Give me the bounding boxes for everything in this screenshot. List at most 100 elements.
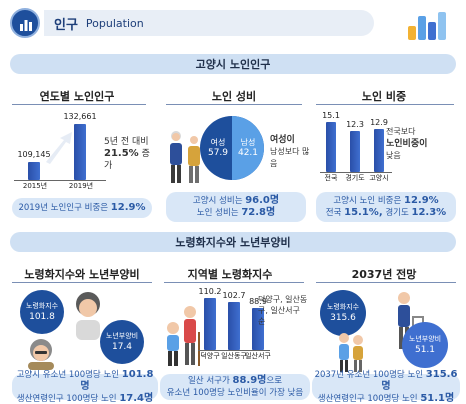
gender-box-line2-value: 72.8명: [241, 207, 276, 218]
yearly-box-value: 12.9%: [110, 202, 146, 213]
share-box-line2-value1: 15.1%,: [344, 207, 383, 218]
header-title-bar: 인구 Population: [44, 10, 374, 36]
yearly-value-2015: 109,145: [17, 150, 51, 159]
share-box-line2-text2: 경기도: [385, 208, 409, 218]
share-summary-box: 고양시 노인 비중은 12.9% 전국 15.1%, 경기도 12.3%: [316, 192, 456, 222]
regional-box-line1-suffix: 으로: [266, 376, 283, 386]
bar-label: 전국: [324, 174, 338, 182]
index-box-line1-value: 101.8명: [80, 369, 154, 392]
gender-female-label: 여성 57.9: [203, 133, 233, 163]
bar-label: 경기도: [345, 174, 365, 182]
yearly-label-2015: 2015년: [22, 182, 48, 190]
yearly-bar-2015: [28, 162, 40, 180]
gender-box-line1-value: 96.0명: [245, 195, 280, 206]
aging-index-value: 101.8: [29, 312, 55, 322]
gender-male-label: 남성 42.1: [233, 133, 263, 163]
gender-box-line2-text: 노인 성비는: [196, 208, 239, 218]
gender-title: 노인 성비: [211, 90, 257, 103]
index-summary-box: 고양시 유소년 100명당 노인 101.8명 생산연령인구 100명당 노인 …: [12, 369, 158, 404]
bar-label: 일산서구: [245, 352, 271, 360]
gender-divider: [166, 104, 302, 105]
population-icon: [10, 8, 40, 38]
aging-index-badge: 노령화지수 101.8: [20, 290, 64, 334]
yearly-title: 연도별 노인인구: [39, 90, 115, 103]
index-box-line1-text: 고양시 유소년 100명당 노인: [16, 370, 120, 380]
yearly-label-2019: 2019년: [68, 182, 94, 190]
bar-label: 고양시: [369, 174, 389, 182]
gender-box-line1-text: 고양시 성비는: [192, 196, 243, 206]
share-note: 전국보다 노인비중이 낮음: [386, 126, 456, 162]
forecast-support-label: 노년부양비: [408, 335, 442, 343]
bar-value: 110.2: [198, 287, 222, 296]
gender-note: 여성이 남성보다 많음: [270, 134, 310, 170]
decorative-bars-icon: [408, 10, 448, 40]
forecast-box-line1-text: 2037년 유소년 100명당 노인: [314, 370, 424, 380]
yearly-bar-2019: [74, 124, 86, 180]
yearly-note-line1: 5년 전 대비: [104, 137, 149, 147]
bar-1: [228, 302, 240, 350]
bar-value: 15.1: [322, 111, 340, 120]
share-title: 노인 비중: [361, 90, 407, 103]
yearly-note-suffix: 증가: [104, 149, 150, 171]
share-box-line1-text: 고양시 노인 비중은: [333, 196, 402, 206]
section1-banner: 고양시 노인인구: [10, 54, 456, 74]
forecast-box-line1-value: 315.6명: [381, 369, 458, 392]
forecast-box-line2-value: 51.1명: [420, 393, 455, 404]
index-box-line2-value: 17.4명: [119, 393, 154, 404]
female-label: 여성: [210, 138, 226, 147]
bar-1: [350, 131, 360, 172]
regional-summary-box: 일산 서구가 88.9명으로 유소년 100명당 노인비율이 가장 낮음: [160, 374, 310, 400]
forecast-divider: [316, 282, 456, 283]
forecast-support-value: 51.1: [414, 345, 436, 355]
index-title: 노령화지수와 노년부양비: [24, 268, 140, 281]
gender-summary-box: 고양시 성비는 96.0명 노인 성비는 72.8명: [166, 192, 306, 222]
index-box-line2-text: 생산연령인구 100명당 노인: [16, 394, 117, 404]
share-box-line2-text: 전국: [325, 208, 342, 218]
bar-value: 88.9: [249, 297, 267, 306]
bar-2: [374, 129, 384, 172]
bar-0: [326, 122, 336, 172]
yearly-note-pct: 21.5%: [104, 148, 139, 159]
share-note1: 전국보다: [386, 127, 416, 136]
forecast-summary-box: 2037년 유소년 100명당 노인 315.6명 생산연령인구 100명당 노…: [312, 369, 460, 404]
elderly-walker-icon: [184, 306, 200, 366]
female-value: 57.9: [207, 148, 229, 158]
forecast-aging-label: 노령화지수: [326, 303, 360, 311]
bar-label: 일산동구: [221, 352, 247, 360]
share-note2: 노인비중이: [386, 139, 428, 149]
aging-index-label: 노령화지수: [25, 302, 59, 310]
gender-note-bold: 여성이: [270, 135, 295, 145]
forecast-aging-value: 315.6: [330, 313, 356, 323]
support-ratio-label: 노년부양비: [105, 332, 139, 340]
elderly-woman-icon: [28, 339, 54, 370]
gender-note-rest: 남성보다 많음: [270, 147, 310, 168]
child-icon: [167, 322, 179, 366]
share-box-line1-value: 12.9%: [403, 195, 439, 206]
male-value: 42.1: [237, 148, 259, 158]
yearly-box-text: 2019년 노인인구 비중은: [18, 203, 109, 213]
header-title-ko: 인구: [54, 17, 78, 33]
elderly-couple-small-icon: [339, 333, 363, 372]
page-header: 인구 Population: [0, 0, 466, 46]
male-label: 남성: [240, 138, 256, 147]
support-ratio-value: 17.4: [111, 342, 133, 352]
regional-title: 지역별 노령화지수: [187, 268, 273, 281]
yearly-value-2019: 132,661: [63, 112, 97, 121]
yearly-summary-box: 2019년 노인인구 비중은 12.9%: [12, 198, 152, 218]
regional-divider: [164, 282, 304, 283]
bar-value: 12.3: [346, 120, 364, 129]
bar-label: 덕양구: [200, 352, 220, 360]
forecast-support-badge: 노년부양비 51.1: [402, 322, 448, 368]
bar-baseline: [198, 350, 270, 351]
regional-box-line1-text: 일산 서구가: [187, 376, 230, 386]
growth-arrow-icon: [46, 132, 72, 164]
section2-banner: 노령화지수와 노년부양비: [10, 232, 456, 252]
yearly-note: 5년 전 대비 21.5% 증가: [104, 136, 154, 172]
support-ratio-badge: 노년부양비 17.4: [100, 320, 144, 364]
yearly-baseline: [14, 180, 106, 181]
header-title-en: Population: [85, 16, 144, 30]
elderly-couple-icon: [170, 131, 200, 183]
elderly-man-icon: [76, 292, 100, 340]
regional-box-line2: 유소년 100명당 노인비율이 가장 낮음: [166, 388, 304, 398]
bar-0: [204, 298, 216, 350]
